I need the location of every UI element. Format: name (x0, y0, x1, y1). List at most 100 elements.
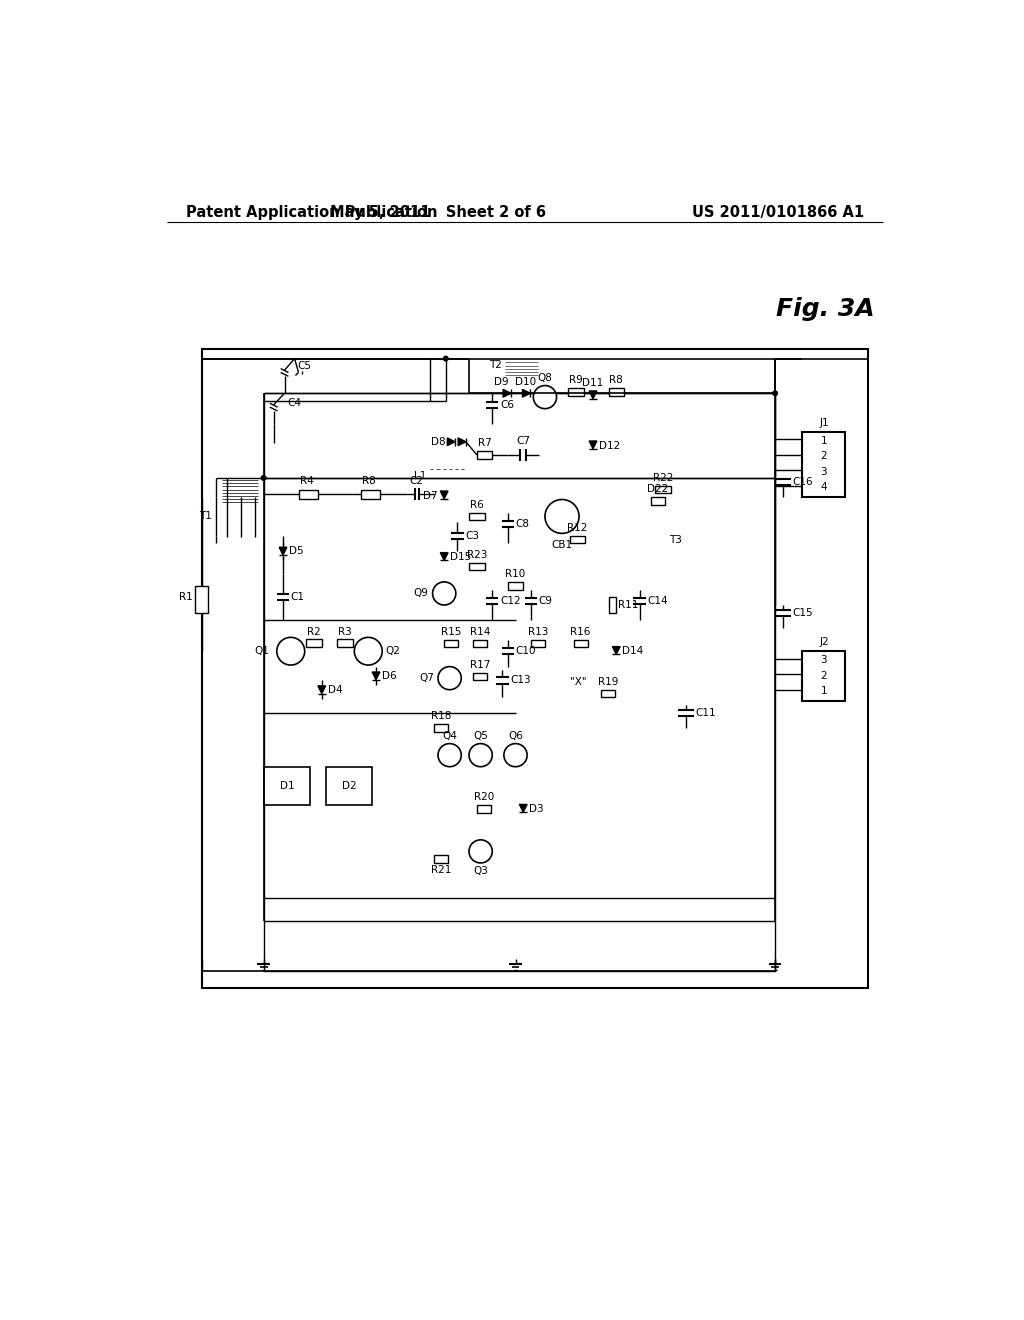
Bar (469, 562, 484, 570)
Text: D4: D4 (328, 685, 343, 694)
Text: Patent Application Publication: Patent Application Publication (186, 205, 437, 220)
Bar (477, 805, 490, 813)
Polygon shape (589, 391, 597, 399)
Circle shape (534, 385, 557, 409)
Bar (802, 432, 845, 498)
Bar (655, 486, 671, 494)
Text: D2: D2 (342, 781, 356, 791)
Bar (608, 597, 616, 612)
Polygon shape (440, 491, 449, 499)
Text: R12: R12 (567, 523, 588, 533)
Text: CB1: CB1 (552, 540, 572, 549)
Text: C6: C6 (500, 400, 514, 409)
Bar (299, 490, 317, 499)
Text: R11: R11 (617, 601, 638, 610)
Text: C3: C3 (465, 531, 479, 541)
Text: J1: J1 (819, 417, 828, 428)
Bar (569, 536, 586, 544)
Text: R7: R7 (477, 438, 492, 447)
Text: C7: C7 (516, 436, 530, 446)
Text: T1: T1 (199, 511, 212, 521)
Text: D11: D11 (583, 378, 603, 388)
Text: C9: C9 (539, 597, 553, 606)
Text: 3: 3 (820, 467, 827, 477)
Circle shape (276, 638, 305, 665)
Bar (473, 673, 486, 681)
Text: R4: R4 (300, 477, 313, 487)
Circle shape (438, 667, 461, 689)
Text: C2: C2 (410, 475, 423, 486)
Text: Fig. 3A: Fig. 3A (776, 297, 874, 321)
Text: 4: 4 (820, 482, 827, 492)
Circle shape (438, 743, 461, 767)
Text: D3: D3 (529, 804, 544, 814)
Circle shape (443, 356, 449, 360)
Polygon shape (612, 647, 621, 655)
Text: D14: D14 (623, 647, 644, 656)
Text: D9: D9 (495, 378, 509, 387)
Text: R8: R8 (609, 375, 624, 385)
Text: US 2011/0101866 A1: US 2011/0101866 A1 (692, 205, 864, 220)
Text: R20: R20 (473, 792, 494, 803)
Text: Q1: Q1 (254, 647, 269, 656)
Text: Q7: Q7 (419, 673, 434, 684)
Text: Q2: Q2 (385, 647, 400, 656)
Text: R16: R16 (570, 627, 591, 636)
Text: 2: 2 (820, 671, 827, 681)
Polygon shape (372, 672, 380, 680)
Text: J2: J2 (819, 638, 828, 647)
Polygon shape (317, 686, 326, 693)
Bar (263, 767, 310, 805)
Text: C15: C15 (793, 607, 813, 618)
Text: R3: R3 (338, 627, 352, 638)
Text: C10: C10 (515, 647, 536, 656)
Circle shape (469, 743, 493, 767)
Bar (601, 689, 614, 697)
Text: R10: R10 (506, 569, 525, 578)
Text: D15: D15 (451, 552, 472, 562)
Circle shape (773, 391, 777, 396)
Bar (434, 725, 449, 733)
Text: D12: D12 (599, 441, 621, 450)
Polygon shape (522, 389, 530, 397)
Polygon shape (447, 438, 455, 446)
Bar (651, 498, 665, 506)
Bar (326, 767, 372, 805)
Text: C5: C5 (297, 362, 311, 371)
Text: R21: R21 (431, 866, 452, 875)
Text: R19: R19 (598, 677, 617, 686)
Text: R22: R22 (652, 473, 673, 483)
Text: 3: 3 (820, 656, 827, 665)
Bar (196, 586, 208, 612)
Text: Q6: Q6 (508, 730, 523, 741)
Polygon shape (440, 553, 449, 560)
Bar (477, 451, 493, 459)
Text: R18: R18 (431, 711, 452, 721)
Circle shape (469, 840, 493, 863)
Text: R8: R8 (362, 477, 376, 487)
Bar (608, 388, 624, 396)
Text: C11: C11 (695, 708, 716, 718)
Text: D22: D22 (647, 484, 669, 494)
Text: D5: D5 (289, 546, 304, 556)
Text: T2: T2 (488, 360, 502, 370)
Text: May 5, 2011   Sheet 2 of 6: May 5, 2011 Sheet 2 of 6 (330, 205, 546, 220)
Text: R2: R2 (307, 627, 321, 638)
Bar (473, 640, 486, 647)
Text: 2: 2 (820, 451, 827, 462)
Text: C13: C13 (510, 676, 530, 685)
Bar (568, 388, 584, 396)
Bar (434, 855, 449, 863)
Text: "X": "X" (569, 677, 587, 686)
Polygon shape (519, 804, 527, 812)
Text: R14: R14 (470, 627, 490, 636)
Bar (337, 639, 352, 647)
Circle shape (432, 582, 456, 605)
Text: D10: D10 (515, 378, 537, 387)
Text: C16: C16 (793, 477, 813, 487)
Text: R13: R13 (527, 627, 548, 636)
Text: D6: D6 (382, 671, 397, 681)
Text: C14: C14 (647, 597, 668, 606)
Circle shape (545, 499, 579, 533)
Text: C1: C1 (291, 593, 305, 602)
